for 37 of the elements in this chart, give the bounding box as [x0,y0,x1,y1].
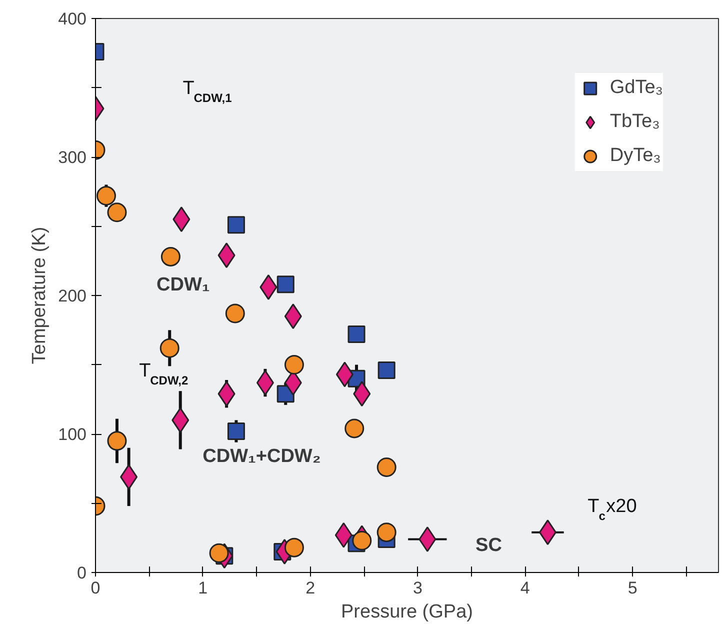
point [96,186,116,206]
point [160,246,180,266]
annotation: SC [476,534,502,556]
legend-label: GdTe₃ [610,77,663,99]
legend-label: DyTe₃ [610,145,661,167]
x-tick-label: 5 [628,578,638,598]
point [376,522,396,542]
annotation: CDW₁+CDW₂ [202,446,321,468]
x-axis-title: Pressure (GPa) [341,602,473,622]
y-tick-label: 200 [58,286,87,306]
point [227,216,245,234]
point [209,543,229,563]
point [227,422,245,440]
point [378,362,396,380]
y-tick-label: 100 [58,425,87,444]
point [160,338,180,358]
x-tick-label: 3 [413,578,422,598]
point [276,276,294,294]
point [107,431,127,451]
point [352,530,372,550]
point [348,326,366,344]
point [376,458,396,477]
x-tick-label: 0 [90,578,100,598]
y-tick-label: 400 [58,10,87,28]
point [284,355,304,374]
x-tick-label: 1 [198,578,208,598]
x-tick-label: 4 [520,578,530,598]
point [107,202,127,222]
point [225,304,245,324]
y-tick-label: 300 [58,148,87,167]
y-axis-title: Temperature (K) [29,226,50,364]
point [284,538,304,558]
y-tick-label: 0 [77,564,87,582]
annotation: CDW₁ [156,274,210,296]
x-tick-label: 2 [306,578,316,598]
point [344,418,364,438]
legend-label: TbTe₃ [610,111,660,133]
